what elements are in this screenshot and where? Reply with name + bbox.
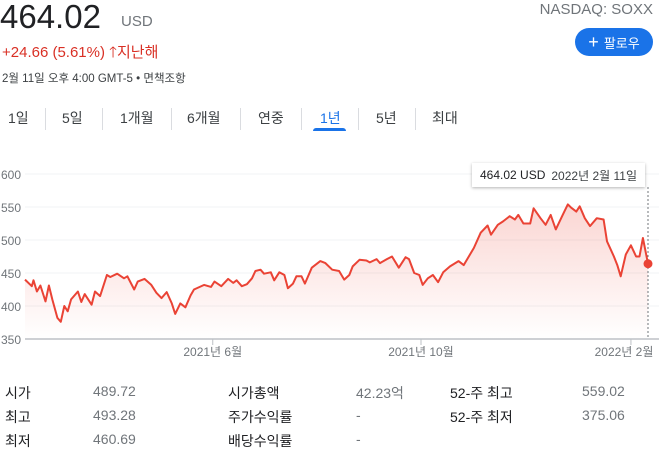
stat-value-market-cap: 42.23억 xyxy=(356,385,404,401)
x-tick-label: 2021년 6월 xyxy=(183,345,242,359)
current-price: 464.02 xyxy=(0,0,101,35)
stat-label-52w-high: 52-주 최고 xyxy=(450,385,513,401)
quote-timestamp: 2월 11일 오후 4:00 GMT-5 • 면책조항 xyxy=(2,73,186,85)
y-tick-label: 600 xyxy=(1,168,21,182)
current-point-marker xyxy=(643,259,653,269)
tab-divider xyxy=(171,108,172,130)
active-tab-indicator xyxy=(313,128,346,131)
follow-button[interactable]: + 팔로우 xyxy=(575,28,653,56)
tab-ytd[interactable]: 연중 xyxy=(258,110,284,126)
tooltip-date: 2022년 2월 11일 xyxy=(551,168,637,183)
stat-value-dividend-yield: - xyxy=(356,431,361,447)
stat-value-low: 460.69 xyxy=(93,431,136,447)
currency-label: USD xyxy=(121,13,153,30)
y-tick-label: 350 xyxy=(1,333,21,347)
y-tick-label: 500 xyxy=(1,234,21,248)
stat-label-market-cap: 시가총액 xyxy=(228,385,280,401)
x-tick-label: 2022년 2월 xyxy=(595,345,654,359)
price-chart[interactable]: 600 550 500 450 400 350 2021년 6월 2021년 10월 2022… xyxy=(0,150,659,365)
follow-label: 팔로우 xyxy=(603,35,640,51)
tab-divider xyxy=(415,108,416,130)
tab-5y[interactable]: 5년 xyxy=(376,110,397,126)
x-tick-label: 2021년 10월 xyxy=(388,345,453,359)
arrow-up-icon: 🡑 xyxy=(109,44,117,61)
stat-value-open: 489.72 xyxy=(93,383,136,399)
disclaimer-link[interactable]: 면책조항 xyxy=(143,73,186,85)
tab-5d[interactable]: 5일 xyxy=(62,110,83,126)
stat-label-52w-low: 52-주 최저 xyxy=(450,409,513,425)
chart-tooltip: 464.02 USD 2022년 2월 11일 xyxy=(472,163,645,187)
y-tick-label: 550 xyxy=(1,201,21,215)
stat-label-dividend-yield: 배당수익률 xyxy=(228,433,293,449)
ticker-symbol: NASDAQ: SOXX xyxy=(539,1,653,18)
tab-6m[interactable]: 6개월 xyxy=(187,110,221,126)
tab-divider xyxy=(240,108,241,130)
stat-label-open: 시가 xyxy=(5,385,31,401)
stat-value-52w-low: 375.06 xyxy=(582,407,625,423)
tab-max[interactable]: 최대 xyxy=(432,110,458,126)
timestamp: 2월 11일 오후 4:00 GMT-5 xyxy=(2,73,133,85)
tooltip-value: 464.02 USD xyxy=(480,168,546,182)
stat-value-pe-ratio: - xyxy=(356,407,361,423)
stat-value-high: 493.28 xyxy=(93,407,136,423)
stat-value-52w-high: 559.02 xyxy=(582,383,625,399)
stat-label-high: 최고 xyxy=(5,409,31,425)
tab-divider xyxy=(102,108,103,130)
tab-1y[interactable]: 1년 xyxy=(320,110,341,126)
price-line xyxy=(24,203,649,323)
tab-1d[interactable]: 1일 xyxy=(8,110,29,126)
y-tick-label: 450 xyxy=(1,267,21,281)
tab-divider xyxy=(358,108,359,130)
change-value: +24.66 (5.61%) xyxy=(2,44,105,61)
tab-1m[interactable]: 1개월 xyxy=(120,110,154,126)
price-change: +24.66 (5.61%) 🡑지난해 xyxy=(2,41,158,67)
y-tick-label: 400 xyxy=(1,300,21,314)
price-area xyxy=(25,204,648,339)
tab-divider xyxy=(301,108,302,130)
tab-divider xyxy=(45,108,46,130)
stat-label-low: 최저 xyxy=(5,433,31,449)
change-period: 지난해 xyxy=(116,44,159,61)
stat-label-pe-ratio: 주가수익률 xyxy=(228,409,293,425)
plus-icon: + xyxy=(588,32,599,52)
